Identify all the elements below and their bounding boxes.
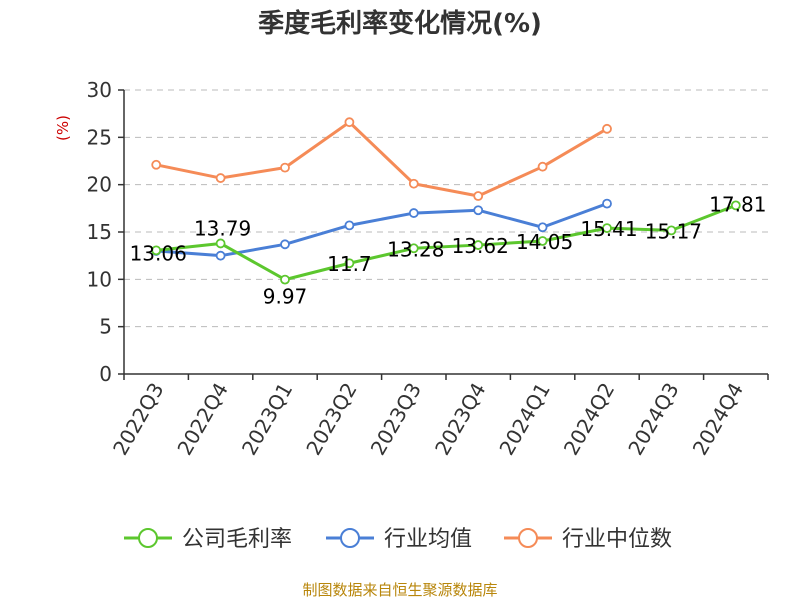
y-tick-label: 25 <box>87 125 112 149</box>
data-label: 13.62 <box>452 234 509 258</box>
x-axis: 2022Q3 2022Q4 2023Q1 2023Q2 2023Q3 2023Q4 2024… <box>108 373 769 460</box>
series-layer <box>151 117 741 285</box>
x-tick-label: 2022Q4 <box>172 379 232 460</box>
series-line <box>156 202 608 258</box>
data-point <box>537 222 548 233</box>
data-point <box>408 178 419 189</box>
y-tick-label: 30 <box>87 78 112 102</box>
data-point <box>215 250 226 261</box>
y-tick-label: 15 <box>87 220 112 244</box>
legend-marker <box>340 528 360 548</box>
x-tick-label: 2024Q4 <box>688 379 748 460</box>
legend: 公司毛利率 行业均值 行业中位数 <box>124 527 672 552</box>
data-point <box>408 208 419 218</box>
data-label: 13.06 <box>130 241 187 265</box>
y-tick-label: 5 <box>99 315 112 339</box>
data-point <box>215 173 226 183</box>
legend-label: 公司毛利率 <box>182 527 292 552</box>
data-point <box>215 238 226 249</box>
data-point <box>151 159 162 170</box>
data-point <box>602 123 612 134</box>
data-label: 13.28 <box>387 237 444 261</box>
data-point <box>537 161 548 172</box>
data-labels: 13.06 13.79 9.97 11.7 13.28 13.62 14.05 15.41 15… <box>130 192 767 308</box>
data-label: 15.41 <box>580 217 637 241</box>
y-tick-label: 20 <box>87 173 112 197</box>
legend-label: 行业均值 <box>384 527 472 552</box>
gridlines <box>124 89 768 328</box>
legend-label: 行业中位数 <box>562 527 672 552</box>
data-label: 11.7 <box>327 252 372 276</box>
data-point <box>473 240 484 250</box>
x-tick-label: 2024Q1 <box>494 379 554 460</box>
x-tick-label: 2023Q1 <box>237 379 297 460</box>
legend-marker <box>518 528 538 548</box>
x-tick-label: 2023Q2 <box>301 379 361 460</box>
series-line <box>156 204 737 282</box>
data-point <box>537 236 548 246</box>
data-point <box>344 258 355 269</box>
data-point <box>473 191 484 201</box>
source-note: 制图数据来自恒生聚源数据库 <box>302 581 497 599</box>
data-label: 14.05 <box>516 230 573 254</box>
y-unit-label: (%) <box>54 115 72 141</box>
x-tick-label: 2024Q2 <box>559 379 619 460</box>
data-point <box>280 274 290 285</box>
x-tick-label: 2023Q4 <box>430 379 490 460</box>
data-point <box>473 205 484 216</box>
data-point <box>602 223 612 234</box>
data-point <box>344 220 355 231</box>
y-tick-label: 0 <box>99 362 112 386</box>
data-point <box>280 162 290 173</box>
legend-marker <box>138 528 158 548</box>
data-label: 9.97 <box>263 285 308 309</box>
data-label: 17.81 <box>709 192 766 216</box>
data-point <box>344 117 355 128</box>
data-point <box>666 225 677 236</box>
data-point <box>408 243 419 254</box>
x-tick-label: 2023Q3 <box>366 379 426 460</box>
y-axis: 0 5 10 15 20 25 30 <box>87 78 125 386</box>
data-point <box>730 200 741 211</box>
data-label: 15.17 <box>645 219 702 243</box>
data-label: 13.79 <box>194 216 251 240</box>
x-tick-label: 2022Q3 <box>108 379 168 460</box>
data-point <box>602 198 612 209</box>
y-tick-label: 10 <box>87 267 112 291</box>
series-line <box>155 120 608 198</box>
x-tick-label: 2024Q3 <box>623 379 683 460</box>
data-point <box>280 239 290 250</box>
data-point <box>151 245 162 256</box>
chart-title: 季度毛利率变化情况(%) <box>258 8 542 39</box>
